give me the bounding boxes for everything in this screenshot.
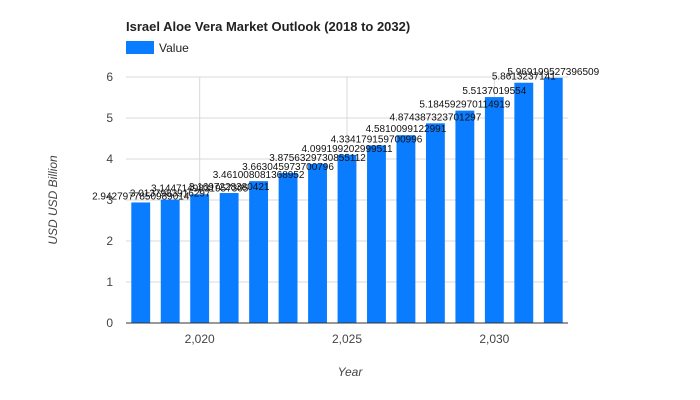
axes: 0 1 2 3 4 5 6 2,020 2,025 2,030: [106, 70, 568, 346]
bar-value-label: 4.5810099122991: [366, 124, 447, 135]
bar: [219, 193, 239, 323]
bar: [131, 202, 151, 323]
bar: [278, 172, 298, 323]
bar: [484, 97, 504, 323]
bars: [131, 77, 563, 324]
y-tick-label: 3: [106, 193, 113, 207]
bar-value-label: 5.5137019554: [462, 86, 526, 97]
bar: [308, 163, 327, 323]
bar-value-label: 4.874387323701297: [390, 112, 482, 123]
chart-title: Israel Aloe Vera Market Outlook (2018 to…: [126, 19, 410, 34]
bar-value-label: 5.184592970114919: [419, 100, 510, 111]
y-tick-label: 6: [106, 70, 113, 84]
bar: [337, 154, 357, 323]
bar-value-label: 5.969199527396509: [507, 67, 599, 78]
bar-value-label: 3.0137983916297: [130, 189, 211, 200]
x-tick-label: 2,025: [332, 332, 362, 346]
bar: [425, 123, 445, 323]
bar: [249, 181, 269, 323]
bar-value-label: 3.663045973700796: [242, 162, 334, 173]
bar: [543, 77, 563, 323]
bar: [160, 199, 180, 323]
legend-swatch-value: [126, 41, 154, 54]
legend-label-value: Value: [159, 41, 189, 55]
y-tick-label: 1: [106, 275, 113, 289]
bar: [514, 82, 534, 324]
y-tick-label: 2: [106, 234, 113, 248]
legend: Value: [126, 41, 189, 55]
bar: [190, 194, 210, 323]
x-axis-label: Year: [338, 365, 364, 379]
x-tick-label: 2,020: [185, 332, 215, 346]
bar-value-label: 5.8613237141: [492, 72, 556, 83]
y-axis-label: USD USD Billion: [46, 155, 60, 245]
bar-value-label: 3.1697228380421: [189, 182, 270, 193]
bar-value-label: 3.1447149831957305: [151, 183, 249, 194]
bar-value-label: 2.9427977850989014: [92, 191, 190, 202]
bar-value-label: 4.334179159700996: [331, 134, 423, 145]
y-tick-label: 5: [106, 111, 113, 125]
y-tick-label: 4: [106, 152, 113, 166]
bar-value-label: 3.8756329730855112: [269, 153, 366, 164]
x-tick-label: 2,030: [479, 332, 509, 346]
bar-value-label: 3.461008081368952: [213, 170, 305, 181]
bar-value-label: 4.099199202999511: [301, 144, 392, 155]
bar: [455, 110, 475, 324]
y-tick-label: 0: [106, 316, 113, 330]
bar: [367, 145, 386, 323]
data-labels: 2.94279778509890143.01379839162973.14471…: [92, 67, 600, 203]
bar: [396, 135, 416, 323]
